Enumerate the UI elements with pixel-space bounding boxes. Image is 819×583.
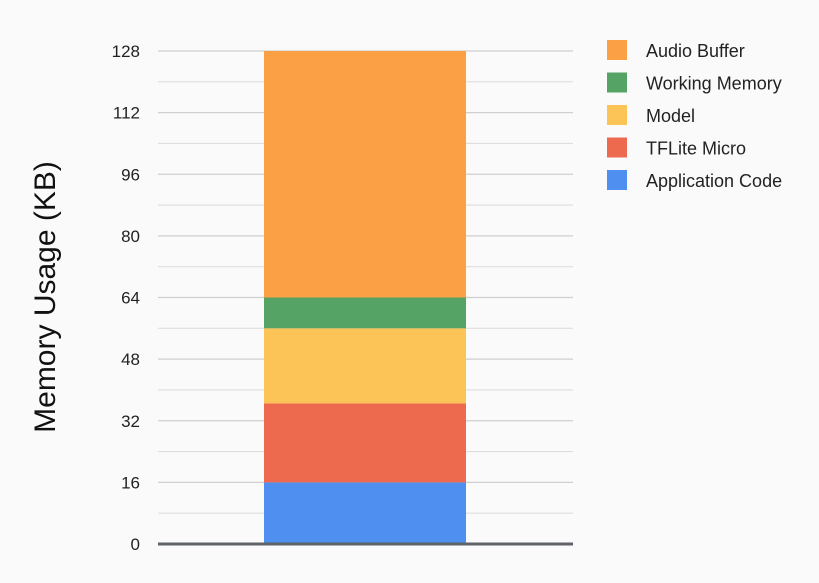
y-tick-label: 32: [121, 412, 140, 431]
y-tick-label: 0: [131, 535, 140, 554]
legend: Audio Buffer Working Memory Model TFLite Mi…: [607, 40, 782, 191]
bar-segment-application-code: [264, 482, 466, 544]
y-tick-label: 48: [121, 350, 140, 369]
bar-segment-audio-buffer: [264, 51, 466, 298]
y-tick-label: 16: [121, 473, 140, 492]
legend-label: Model: [646, 106, 695, 126]
bar-segment-model: [264, 328, 466, 404]
legend-label: Audio Buffer: [646, 41, 745, 61]
bar-segment-tflite-micro: [264, 403, 466, 483]
legend-swatch: [607, 137, 627, 158]
legend-item-model: Model: [607, 105, 695, 126]
legend-swatch: [607, 170, 627, 190]
legend-label: TFLite Micro: [646, 139, 746, 159]
legend-swatch: [607, 105, 627, 125]
legend-label: Working Memory: [646, 74, 782, 94]
legend-swatch: [607, 40, 627, 60]
bar-segment-working-memory: [264, 297, 466, 329]
legend-item-application-code: Application Code: [607, 170, 782, 191]
legend-item-tflite-micro: TFLite Micro: [607, 137, 746, 159]
legend-item-working-memory: Working Memory: [607, 72, 782, 94]
legend-label: Application Code: [646, 171, 782, 191]
legend-swatch: [607, 72, 627, 93]
y-tick-label: 96: [121, 165, 140, 184]
y-axis-title: Memory Usage (KB): [29, 161, 62, 433]
legend-item-audio-buffer: Audio Buffer: [607, 40, 745, 61]
y-axis-ticks: 0 16 32 48 64 80 96 112 128: [112, 42, 140, 554]
y-tick-label: 128: [112, 42, 140, 61]
stacked-bar: [264, 51, 466, 544]
y-tick-label: 112: [113, 104, 140, 123]
y-tick-label: 64: [121, 289, 140, 308]
y-tick-label: 80: [121, 227, 140, 246]
